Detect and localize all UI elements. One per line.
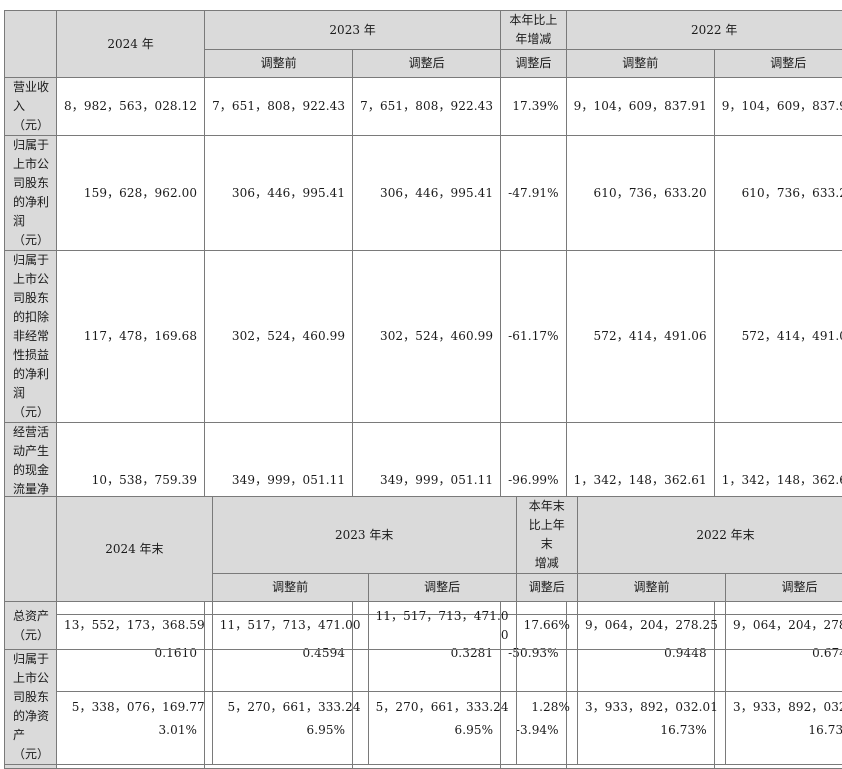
header-2023: 2023 年 (205, 11, 501, 50)
cell-v2022b: 572，414，491.06 (566, 251, 714, 423)
header-change: 本年末比上年末 增减 (516, 497, 577, 574)
cell-v2023a: 11，517，713，471.0 0 (368, 602, 516, 650)
cell-v2023b: 302，524，460.99 (205, 251, 353, 423)
cell-v2022b: 9，064，204，278.25 (577, 602, 725, 650)
cell-chg: 17.66% (516, 602, 577, 650)
cell-chg: -61.17% (501, 251, 567, 423)
cell-v2022b: 9，104，609，837.91 (566, 78, 714, 136)
header-2024: 2024 年 (57, 11, 205, 78)
header-change-sub: 调整后 (516, 574, 577, 602)
cell-v2023b: 7，651，808，922.43 (205, 78, 353, 136)
row-label: 归属于上市公 司股东的扣除 非经常性损益 的净利润 （元） (5, 251, 57, 423)
header-2022-before: 调整前 (566, 50, 714, 78)
cell-v2024: 13，552，173，368.59 (57, 602, 213, 650)
header-2023-after: 调整后 (353, 50, 501, 78)
header-2023-end: 2023 年末 (212, 497, 516, 574)
header-2023-after: 调整后 (368, 574, 516, 602)
cell-v2022a: 3，933，892，032.01 (726, 650, 842, 765)
cell-v2023a: 302，524，460.99 (353, 251, 501, 423)
row-label: 归属于上市公 司股东的净利 润（元） (5, 136, 57, 251)
row-label: 营业收入 （元） (5, 78, 57, 136)
row-label: 总资产（元） (5, 602, 57, 650)
cell-chg: -47.91% (501, 136, 567, 251)
header-change: 本年比上年增减 (501, 11, 567, 50)
table-row: 归属于上市公 司股东的扣除 非经常性损益 的净利润 （元）117，478，169… (5, 251, 842, 423)
header-2022-end: 2022 年末 (577, 497, 842, 574)
cell-v2023b: 306，446，995.41 (205, 136, 353, 251)
cell-v2023b: 5，270，661，333.24 (212, 650, 368, 765)
cell-v2023b: 11，517，713，471.00 (212, 602, 368, 650)
header-2023-before: 调整前 (205, 50, 353, 78)
cell-v2022b: 3，933，892，032.01 (577, 650, 725, 765)
cell-v2022b: 610，736，633.20 (566, 136, 714, 251)
header-blank (5, 497, 57, 602)
header-change-sub: 调整后 (501, 50, 567, 78)
cell-v2023a: 7，651，808，922.43 (353, 78, 501, 136)
header-2022-after: 调整后 (714, 50, 842, 78)
header-2022: 2022 年 (566, 11, 842, 50)
cell-chg: 17.39% (501, 78, 567, 136)
header-2024-end: 2024 年末 (57, 497, 213, 602)
balance-sheet-table: 2024 年末 2023 年末 本年末比上年末 增减 2022 年末 调整前 调… (4, 496, 842, 765)
header-2023-before: 调整前 (212, 574, 368, 602)
header-2022-after: 调整后 (726, 574, 842, 602)
cell-v2022a: 610，736，633.20 (714, 136, 842, 251)
cell-chg: 1.28% (516, 650, 577, 765)
cell-v2022a: 572，414，491.06 (714, 251, 842, 423)
cell-v2024: 8，982，563，028.12 (57, 78, 205, 136)
header-blank (5, 11, 57, 78)
cell-v2024: 5，338，076，169.77 (57, 650, 213, 765)
cell-v2022a: 9，064，204，278.25 (726, 602, 842, 650)
cell-v2024: 117，478，169.68 (57, 251, 205, 423)
cell-v2024: 159，628，962.00 (57, 136, 205, 251)
cell-v2023a: 5，270，661，333.24 (368, 650, 516, 765)
cell-v2023a: 306，446，995.41 (353, 136, 501, 251)
cell-v2022a: 9，104，609，837.91 (714, 78, 842, 136)
row-label: 归属于上市公 司股东的净资 产（元） (5, 650, 57, 765)
header-2022-before: 调整前 (577, 574, 725, 602)
